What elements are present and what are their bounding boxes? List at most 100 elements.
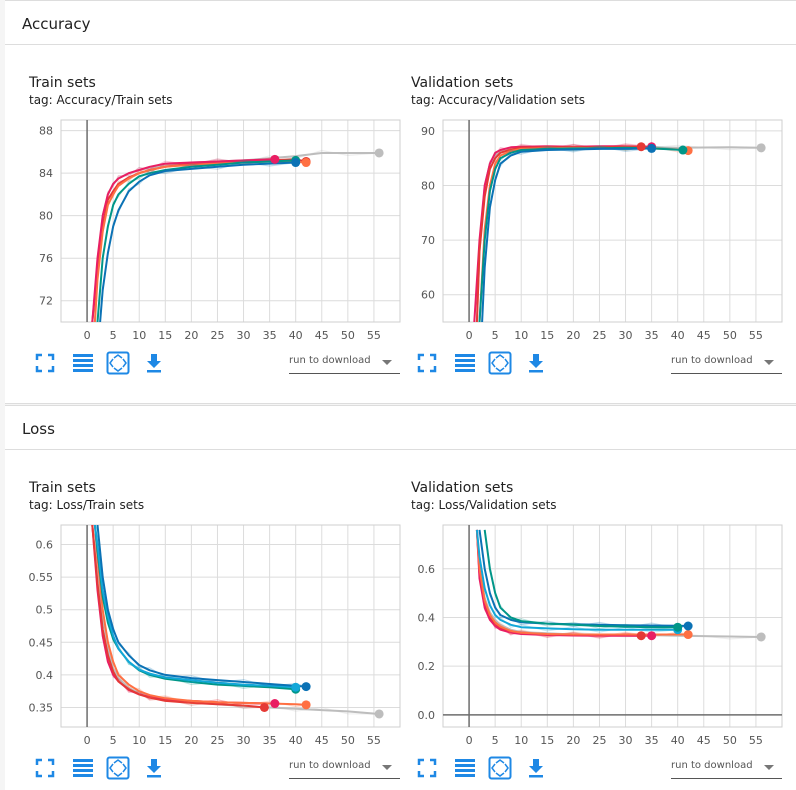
series-end-point[interactable]	[636, 142, 646, 152]
toggle-log-scale-icon[interactable]	[71, 756, 95, 780]
series-raw-line	[473, 143, 652, 322]
series-end-point[interactable]	[683, 630, 693, 640]
series-end-point[interactable]	[259, 702, 269, 712]
series-end-point[interactable]	[301, 158, 311, 168]
series-end-point[interactable]	[647, 631, 657, 641]
series-end-point[interactable]	[291, 682, 301, 692]
download-icon[interactable]	[524, 351, 548, 375]
series-end-point[interactable]	[647, 143, 657, 153]
x-tick-label: 40	[671, 329, 685, 342]
y-tick-label: 0.35	[29, 701, 53, 714]
y-tick-label: 0.0	[418, 709, 436, 722]
series-raw-line	[481, 145, 652, 322]
chart-toolbar: run to download	[411, 756, 794, 786]
chart-loss-train[interactable]: 0 5 10 15 20 25 30 35 40 45 50 55 0.35 0.4 0.45 0.5 0.55…	[29, 480, 412, 750]
accuracy-section-title: Accuracy	[22, 15, 91, 33]
x-tick-label: 5	[492, 734, 499, 747]
run-to-download-select[interactable]: run to download	[671, 351, 782, 374]
series-raw-line	[476, 144, 762, 322]
series-line[interactable]	[478, 146, 683, 322]
y-tick-label: 80	[421, 180, 435, 193]
chart-title: Train sets	[29, 480, 96, 496]
chart-tag: tag: Loss/Train sets	[29, 498, 145, 512]
series-line[interactable]	[93, 525, 307, 706]
x-tick-label: 30	[237, 734, 251, 747]
fit-domain-icon[interactable]	[488, 756, 512, 780]
download-icon[interactable]	[142, 756, 166, 780]
chart-toolbar: run to download	[411, 351, 794, 381]
y-tick-label: 84	[39, 167, 53, 180]
x-tick-label: 50	[723, 329, 737, 342]
series-line[interactable]	[91, 158, 307, 322]
chart-accuracy-validation[interactable]: 0 5 10 15 20 25 30 35 40 45 50 55 60 70 80 90	[411, 75, 794, 345]
fit-domain-icon[interactable]	[106, 756, 130, 780]
series-end-point[interactable]	[374, 148, 384, 158]
fullscreen-icon[interactable]	[33, 756, 57, 780]
fullscreen-icon[interactable]	[415, 756, 439, 780]
series-raw-line	[99, 161, 296, 322]
run-to-download-select[interactable]: run to download	[671, 756, 782, 779]
series-line[interactable]	[96, 525, 307, 688]
series-group	[475, 529, 762, 640]
fullscreen-icon[interactable]	[415, 351, 439, 375]
series-end-point[interactable]	[756, 143, 766, 153]
series-end-point[interactable]	[683, 621, 693, 631]
plot-frame	[442, 119, 783, 323]
grid	[61, 120, 400, 322]
series-line[interactable]	[99, 161, 296, 323]
series-line[interactable]	[91, 158, 275, 322]
x-tick-label: 10	[132, 329, 146, 342]
series-end-point[interactable]	[374, 709, 384, 719]
series-line[interactable]	[91, 525, 265, 709]
series-end-point[interactable]	[678, 145, 688, 155]
series-end-point[interactable]	[291, 158, 301, 168]
series-line[interactable]	[478, 529, 689, 627]
y-tick-label: 0.6	[418, 563, 436, 576]
series-end-point[interactable]	[673, 622, 683, 632]
series-line[interactable]	[475, 529, 652, 637]
series-line[interactable]	[93, 525, 296, 689]
fit-domain-icon[interactable]	[488, 351, 512, 375]
accuracy-section-header[interactable]: Accuracy	[5, 0, 796, 45]
loss-section-title: Loss	[22, 420, 55, 438]
series-raw-line	[476, 143, 642, 322]
plot-frame	[442, 524, 783, 728]
x-tick-label: 25	[592, 734, 606, 747]
x-tick-label: 55	[749, 329, 763, 342]
toggle-log-scale-icon[interactable]	[71, 351, 95, 375]
fit-domain-icon[interactable]	[106, 351, 130, 375]
x-tick-label: 5	[110, 329, 117, 342]
toggle-log-scale-icon[interactable]	[453, 351, 477, 375]
series-line[interactable]	[475, 146, 762, 322]
chart-loss-validation[interactable]: 0 5 10 15 20 25 30 35 40 45 50 55 0.0 0.2 0.4 0.6	[411, 480, 794, 750]
series-line[interactable]	[481, 147, 652, 322]
series-line[interactable]	[483, 529, 678, 629]
download-icon[interactable]	[142, 351, 166, 375]
series-raw-line	[484, 529, 678, 631]
series-end-point[interactable]	[270, 699, 280, 709]
toggle-log-scale-icon[interactable]	[453, 756, 477, 780]
x-tick-label: 40	[671, 734, 685, 747]
series-line[interactable]	[473, 145, 652, 322]
run-to-download-select[interactable]: run to download	[289, 756, 400, 779]
x-tick-label: 15	[158, 329, 172, 342]
series-raw-line	[478, 145, 683, 322]
run-to-download-select[interactable]: run to download	[289, 351, 400, 374]
series-line[interactable]	[96, 159, 296, 322]
download-icon[interactable]	[524, 756, 548, 780]
x-tick-label: 45	[697, 329, 711, 342]
fullscreen-icon[interactable]	[33, 351, 57, 375]
series-line[interactable]	[475, 529, 678, 631]
series-end-point[interactable]	[301, 700, 311, 710]
series-end-point[interactable]	[756, 632, 766, 642]
series-line[interactable]	[475, 145, 642, 322]
series-line[interactable]	[93, 525, 296, 691]
loss-section-header[interactable]: Loss	[5, 405, 796, 450]
chart-accuracy-train[interactable]: 0 5 10 15 20 25 30 35 40 45 50 55 72 76 80 84 88	[29, 75, 412, 345]
series-end-point[interactable]	[636, 631, 646, 641]
x-tick-label: 25	[592, 329, 606, 342]
series-end-point[interactable]	[270, 154, 280, 164]
series-line[interactable]	[478, 146, 689, 322]
y-tick-label: 0.4	[418, 611, 436, 624]
series-end-point[interactable]	[301, 682, 311, 692]
